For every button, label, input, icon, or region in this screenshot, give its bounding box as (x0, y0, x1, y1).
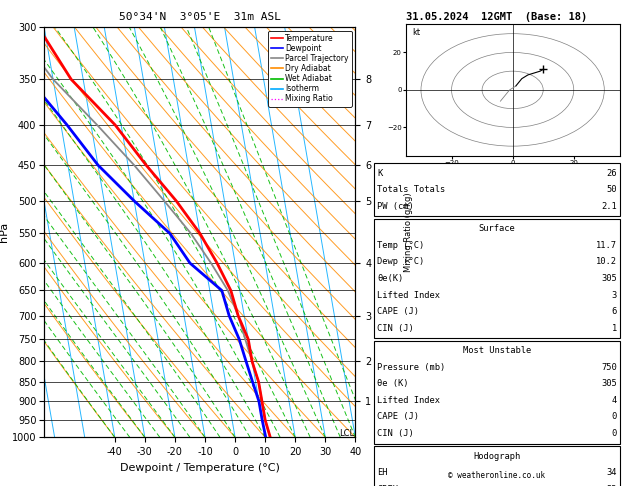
Y-axis label: km
ASL: km ASL (374, 223, 396, 241)
Text: Hodograph: Hodograph (473, 452, 521, 461)
Text: 0: 0 (612, 429, 617, 438)
Text: 3: 3 (612, 291, 617, 299)
Text: 50°34'N  3°05'E  31m ASL: 50°34'N 3°05'E 31m ASL (119, 12, 281, 22)
Text: EH: EH (377, 469, 388, 477)
Text: 2.1: 2.1 (601, 202, 617, 210)
Text: 4: 4 (612, 396, 617, 405)
Text: © weatheronline.co.uk: © weatheronline.co.uk (448, 471, 545, 480)
Text: SREH: SREH (377, 485, 398, 486)
Text: Mixing Ratio (g/kg): Mixing Ratio (g/kg) (404, 192, 413, 272)
Text: Dewp (°C): Dewp (°C) (377, 258, 425, 266)
Text: 1: 1 (612, 324, 617, 332)
Text: K: K (377, 169, 382, 177)
Text: 34: 34 (606, 469, 617, 477)
Text: kt: kt (412, 28, 420, 37)
Text: θe (K): θe (K) (377, 380, 409, 388)
Text: CIN (J): CIN (J) (377, 429, 414, 438)
Text: CAPE (J): CAPE (J) (377, 413, 420, 421)
Text: PW (cm): PW (cm) (377, 202, 414, 210)
Y-axis label: hPa: hPa (0, 222, 9, 242)
Text: Lifted Index: Lifted Index (377, 291, 440, 299)
Text: 10.2: 10.2 (596, 258, 617, 266)
Text: Pressure (mb): Pressure (mb) (377, 363, 446, 372)
Text: 31.05.2024  12GMT  (Base: 18): 31.05.2024 12GMT (Base: 18) (406, 12, 587, 22)
Text: Totals Totals: Totals Totals (377, 185, 446, 194)
Text: 750: 750 (601, 363, 617, 372)
Text: 11.7: 11.7 (596, 241, 617, 250)
Text: θe(K): θe(K) (377, 274, 404, 283)
Text: CIN (J): CIN (J) (377, 324, 414, 332)
Text: 50: 50 (606, 185, 617, 194)
Text: Most Unstable: Most Unstable (463, 347, 531, 355)
Text: 26: 26 (606, 169, 617, 177)
Text: 0: 0 (612, 413, 617, 421)
Legend: Temperature, Dewpoint, Parcel Trajectory, Dry Adiabat, Wet Adiabat, Isotherm, Mi: Temperature, Dewpoint, Parcel Trajectory… (268, 31, 352, 106)
Text: 305: 305 (601, 380, 617, 388)
Text: Lifted Index: Lifted Index (377, 396, 440, 405)
Text: 22: 22 (606, 485, 617, 486)
Text: 6: 6 (612, 307, 617, 316)
Text: Temp (°C): Temp (°C) (377, 241, 425, 250)
Text: 305: 305 (601, 274, 617, 283)
X-axis label: Dewpoint / Temperature (°C): Dewpoint / Temperature (°C) (120, 463, 280, 473)
Text: CAPE (J): CAPE (J) (377, 307, 420, 316)
Text: Surface: Surface (479, 225, 515, 233)
Text: LCL: LCL (340, 430, 355, 438)
